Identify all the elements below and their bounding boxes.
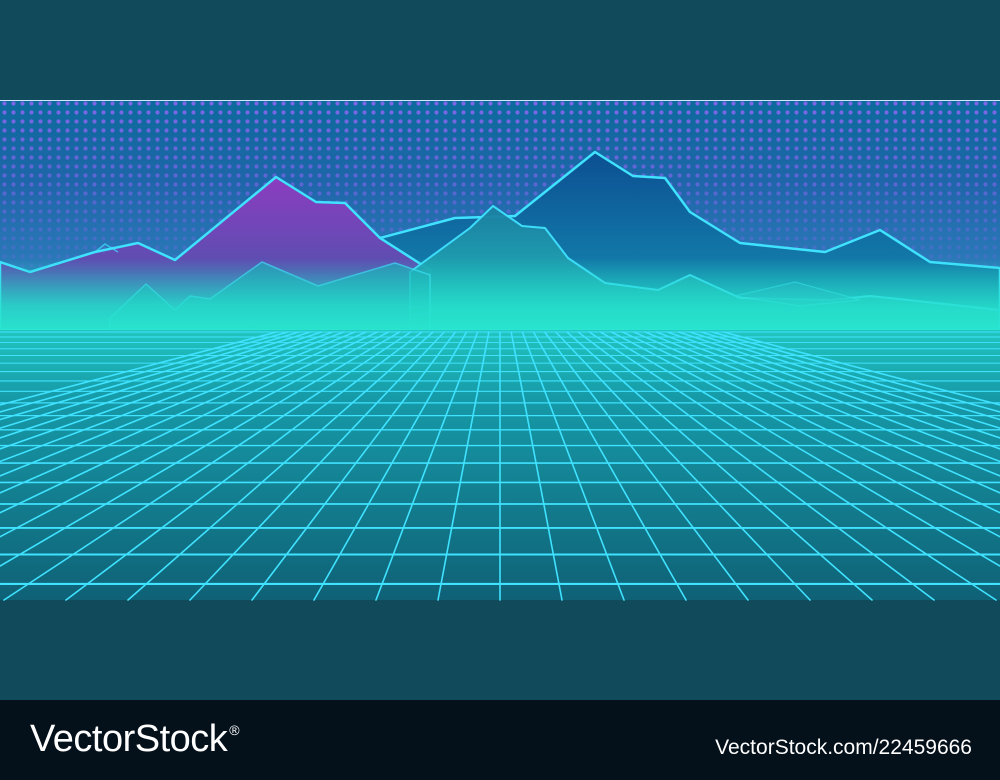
ridge-far-left: [94, 243, 119, 253]
grid-line-vertical: [0, 331, 289, 413]
watermark-footer: VectorStock ® VectorStock.com/22459666: [0, 700, 1000, 780]
grid-line-vertical: [700, 331, 1000, 421]
grid-line-vertical: [711, 331, 1000, 413]
grid-line-vertical: [655, 331, 1000, 463]
grid-line-vertical: [0, 331, 345, 463]
grid-line-vertical: [0, 331, 379, 514]
grid-line-vertical: [610, 331, 1000, 538]
grid-line-vertical: [0, 331, 390, 538]
bottom-band: [0, 600, 1000, 700]
brand-name: VectorStock: [30, 718, 228, 760]
perspective-grid: [0, 331, 1000, 601]
vectorstock-logo: VectorStock ®: [30, 718, 240, 761]
grid-line-vertical: [666, 331, 1000, 450]
grid-line-vertical: [0, 331, 356, 477]
horizon-haze: [0, 258, 1000, 338]
image-id-label: VectorStock.com/22459666: [715, 736, 972, 759]
grid-line-vertical: [722, 331, 1000, 406]
grid-line-vertical: [0, 331, 278, 406]
grid-line-vertical: [0, 331, 323, 439]
grid-line-vertical: [0, 331, 312, 430]
grid-line-vertical: [677, 331, 1000, 439]
grid-line-vertical: [633, 331, 1000, 494]
registered-mark: ®: [229, 722, 240, 738]
retro-landscape-illustration: [0, 0, 1000, 700]
grid-line-vertical: [688, 331, 1000, 430]
top-band: [0, 0, 1000, 100]
grid-line-vertical: [0, 331, 334, 450]
grid-line-vertical: [0, 331, 367, 494]
grid-line-vertical: [621, 331, 1000, 514]
grid-line-vertical: [0, 331, 300, 421]
grid-line-vertical: [644, 331, 1000, 477]
